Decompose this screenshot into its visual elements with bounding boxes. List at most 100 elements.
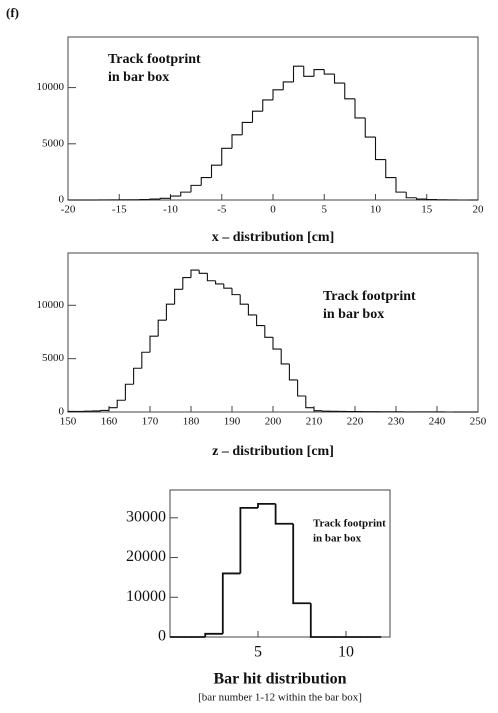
histogram-bin — [257, 503, 276, 508]
x-tick-label: 10 — [338, 644, 354, 661]
x-tick-label: 190 — [224, 416, 241, 428]
histogram-bin — [221, 147, 232, 166]
y-tick-label: 0 — [59, 194, 65, 206]
histogram-bin — [239, 294, 249, 305]
annotation: Track footprint — [108, 52, 201, 67]
histogram-bin — [415, 197, 427, 200]
x-axis-subtitle: [bar number 1-12 within the bar box] — [198, 692, 362, 704]
histogram-bin — [280, 349, 290, 365]
annotation: in bar box — [313, 533, 362, 545]
histogram-bin — [190, 269, 200, 278]
histogram-bin — [344, 83, 355, 100]
x-tick-label: 200 — [265, 416, 282, 428]
histogram-bin — [206, 273, 216, 282]
histogram-bin — [124, 383, 134, 401]
histogram-bin — [198, 270, 208, 274]
histogram-bin — [133, 367, 142, 385]
histogram-bin — [231, 134, 243, 149]
histogram-bin — [169, 195, 181, 199]
x-tick-label: 15 — [421, 204, 433, 216]
y-tick-label: 0 — [158, 628, 166, 645]
x-tick-label: 170 — [142, 416, 159, 428]
x-tick-label: 160 — [101, 416, 118, 428]
histogram-bin — [67, 410, 77, 413]
histogram-bin — [354, 98, 366, 119]
histogram-bin — [116, 399, 126, 408]
x-tick-label: 5 — [254, 644, 262, 661]
histogram-bin — [395, 177, 407, 193]
x-tick-label: -10 — [163, 204, 178, 216]
x-tick-label: 230 — [388, 416, 405, 428]
histogram-bin — [182, 276, 191, 290]
histogram-bin — [323, 69, 335, 75]
x-tick-label: 20 — [473, 204, 485, 216]
plot-frame — [169, 489, 391, 638]
histogram-bin — [256, 314, 265, 327]
histogram-bin — [313, 69, 325, 77]
x-axis-label: Bar hit distribution — [213, 671, 346, 688]
y-tick-label: 10000 — [37, 81, 65, 93]
histogram-bin — [210, 164, 222, 178]
histogram-bin — [215, 280, 224, 285]
histogram-bin — [303, 66, 314, 77]
y-tick-label: 10000 — [37, 299, 65, 311]
histogram-bin — [231, 288, 241, 296]
annotation: Track footprint — [313, 518, 386, 530]
histogram-bin — [262, 99, 273, 112]
histogram-bin — [200, 176, 212, 186]
x-tick-label: -20 — [61, 204, 76, 216]
histogram-bin — [141, 351, 150, 369]
panel-label: (f) — [6, 5, 19, 20]
x-tick-label: 10 — [370, 204, 382, 216]
histogram-bin — [292, 65, 304, 82]
histogram-bin — [223, 283, 232, 289]
histogram-bin — [385, 159, 396, 179]
x-tick-label: 250 — [470, 416, 487, 428]
x-tick-label: 220 — [347, 416, 364, 428]
annotation: Track footprint — [323, 289, 416, 304]
histogram-bin — [190, 184, 202, 193]
x-tick-label: -5 — [217, 204, 227, 216]
x-axis-label: z – distribution [cm] — [212, 444, 334, 459]
x-tick-label: -15 — [112, 204, 127, 216]
x-axis-label: x – distribution [cm] — [212, 230, 335, 245]
plot-frame — [67, 252, 479, 413]
x-tick-label: 150 — [60, 416, 77, 428]
histogram-bin — [405, 192, 417, 199]
x-tick-label: 210 — [306, 416, 323, 428]
histogram-bin — [288, 363, 298, 381]
histogram-bin — [174, 288, 183, 305]
x-tick-label: 180 — [183, 416, 200, 428]
y-tick-label: 10000 — [126, 588, 166, 605]
histogram-bin — [374, 137, 386, 161]
histogram-bin — [100, 409, 109, 411]
x-tick-label: 5 — [322, 204, 328, 216]
histogram-bin — [251, 110, 263, 123]
histogram-bin — [157, 319, 167, 337]
y-tick-label: 0 — [59, 406, 65, 418]
histogram-bin — [292, 523, 311, 605]
histogram-bin — [305, 395, 314, 409]
annotation: in bar box — [323, 307, 384, 322]
histogram-bin — [204, 632, 223, 637]
histogram-bin — [159, 197, 171, 200]
histogram-bin — [272, 89, 284, 100]
histogram-bin — [282, 81, 294, 90]
y-tick-label: 5000 — [42, 137, 65, 149]
histogram-bin — [364, 117, 376, 138]
histogram-bin — [149, 335, 159, 353]
histogram-bin — [272, 337, 282, 350]
histogram-bin — [180, 191, 191, 197]
histogram-bin — [239, 506, 258, 574]
histogram-bin — [108, 407, 118, 411]
histogram-bin — [274, 503, 294, 525]
histogram-bin — [241, 121, 253, 135]
histogram-bin — [333, 74, 345, 84]
y-tick-label: 5000 — [42, 352, 65, 364]
histogram-bin — [247, 304, 257, 316]
histogram-bin — [165, 303, 175, 321]
histogram-bin — [264, 325, 273, 338]
histogram-bin — [221, 572, 241, 634]
histogram-bin — [313, 407, 323, 412]
